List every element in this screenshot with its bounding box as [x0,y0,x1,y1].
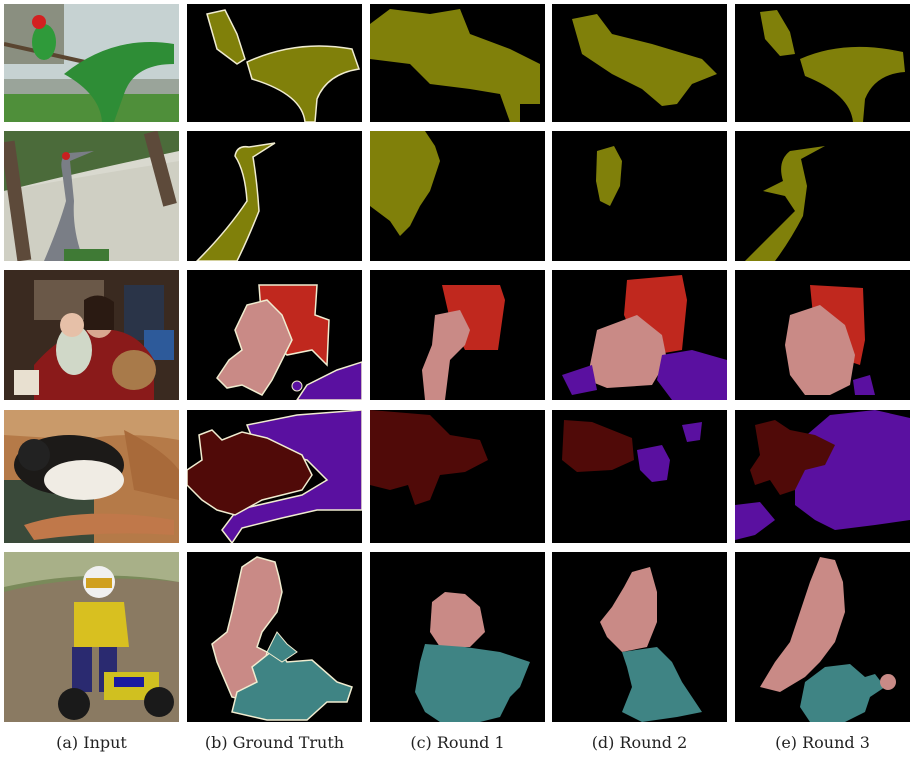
caption-round-3: (e) Round 3 [775,733,870,752]
round3-mother-baby [735,270,910,400]
ground-truth-child-motorbike [187,552,362,722]
round2-cat-dog [552,410,727,543]
round2-mother-baby [552,270,727,400]
round3-cat-dog [735,410,910,543]
ground-truth-mother-baby [187,270,362,400]
round1-cat-dog [370,410,545,543]
round1-parrots [370,4,545,122]
caption-round-1: (c) Round 1 [410,733,505,752]
round1-crane [370,131,545,261]
ground-truth-cat-dog [187,410,362,543]
caption-ground-truth: (b) Ground Truth [204,733,345,752]
round3-child-motorbike [735,552,910,722]
round2-parrots [552,4,727,122]
input-image-cat-dog [4,410,179,543]
round2-child-motorbike [552,552,727,722]
input-image-parrots [4,4,179,122]
caption-input: (a) Input [56,733,127,752]
input-image-mother-baby [4,270,179,400]
round1-mother-baby [370,270,545,400]
round2-crane [552,131,727,261]
round3-parrots [735,4,910,122]
round3-crane [735,131,910,261]
input-image-crane [4,131,179,261]
caption-round-2: (d) Round 2 [591,733,688,752]
ground-truth-crane [187,131,362,261]
round1-child-motorbike [370,552,545,722]
ground-truth-parrots [187,4,362,122]
figure-grid [4,4,910,722]
input-image-child-motorbike [4,552,179,722]
